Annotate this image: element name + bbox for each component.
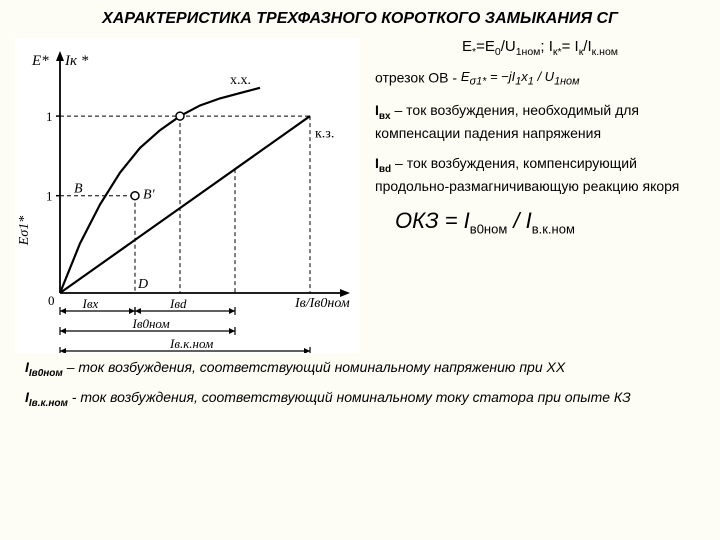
svg-text:D: D <box>137 277 148 292</box>
iv0nom-definition: IIв0ном – ток возбуждения, соответствующ… <box>25 358 695 380</box>
svg-text:Iвd: Iвd <box>169 296 187 311</box>
ivd-definition: Iвd – ток возбуждения, компенсирующий пр… <box>375 154 705 195</box>
okz-formula: ОКЗ = Iв0ном / Iв.к.ном <box>395 208 705 236</box>
bottom-definitions: IIв0ном – ток возбуждения, соответствующ… <box>0 353 720 428</box>
svg-text:E*: E* <box>31 53 49 69</box>
svg-text:Iв0ном: Iв0ном <box>132 316 170 331</box>
right-column: E*=E0/U1ном; Iк*= Iк/Iк.ном отрезок ОВ -… <box>360 33 710 353</box>
svg-text:1: 1 <box>46 109 53 124</box>
chart-container: E* Iк * 0 1 1 х.х. к.з. B B' D Eσ1* Iв/Iв0ном Iвх Iвd… <box>10 33 360 353</box>
svg-text:Iвх: Iвх <box>82 296 99 311</box>
svg-text:х.х.: х.х. <box>230 73 251 88</box>
svg-text:Iк *: Iк * <box>64 53 89 69</box>
svg-text:1: 1 <box>46 189 53 204</box>
svg-text:B: B <box>74 182 83 197</box>
svg-text:B': B' <box>143 188 156 203</box>
segment-formula-image: Eσ1* = −jI1x1 / U1ном <box>461 68 580 89</box>
ivx-definition: Iвх – ток возбуждения, необходимый для к… <box>375 101 705 142</box>
page-title: ХАРАКТЕРИСТИКА ТРЕХФАЗНОГО КОРОТКОГО ЗАМ… <box>0 0 720 33</box>
chart-svg: E* Iк * 0 1 1 х.х. к.з. B B' D Eσ1* Iв/Iв0ном Iвх Iвd… <box>10 33 360 353</box>
formula-line-1: E*=E0/U1ном; Iк*= Iк/Iк.ном <box>375 38 705 58</box>
svg-text:к.з.: к.з. <box>315 126 334 141</box>
svg-text:Iв.к.ном: Iв.к.ном <box>169 336 213 351</box>
svg-text:0: 0 <box>48 293 55 308</box>
svg-text:Iв/Iв0ном: Iв/Iв0ном <box>294 296 350 311</box>
ivknom-definition: IIв.к.ном - ток возбуждения, соответству… <box>25 388 695 410</box>
svg-text:Eσ1*: Eσ1* <box>17 216 32 246</box>
segment-line: отрезок ОВ - Eσ1* = −jI1x1 / U1ном <box>375 68 705 89</box>
content-row: E* Iк * 0 1 1 х.х. к.з. B B' D Eσ1* Iв/Iв0ном Iвх Iвd… <box>0 33 720 353</box>
